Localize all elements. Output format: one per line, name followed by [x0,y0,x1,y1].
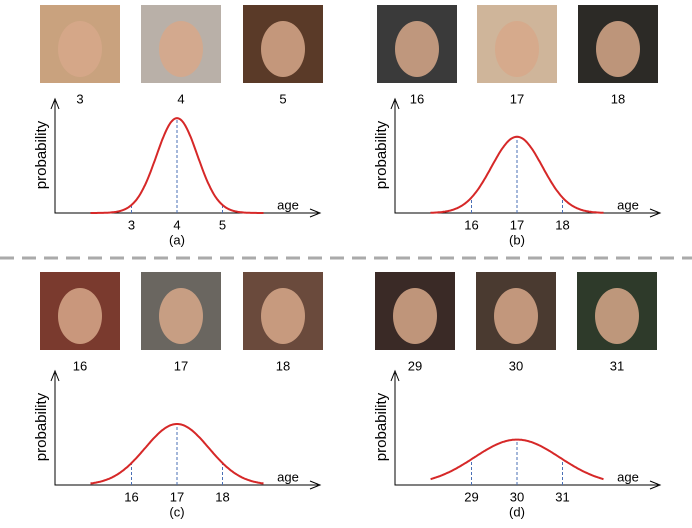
caption: (d) [509,504,525,519]
face [159,21,203,77]
axes [55,373,318,485]
axes [395,101,658,213]
face [596,21,640,77]
age-label: 16 [410,91,424,106]
age-label: 17 [174,358,188,373]
x-tick-label: 17 [170,489,184,504]
x-axis-label: age [617,469,639,484]
face [159,288,203,344]
x-axis-label: age [277,469,299,484]
caption: (c) [169,504,184,519]
axes [55,101,318,213]
x-tick-label: 29 [464,489,478,504]
page: {"panels": [ {"caption": "(a)", "faces":… [0,0,692,528]
x-tick-label: 17 [510,217,524,232]
age-label: 18 [611,91,625,106]
x-tick-label: 31 [555,489,569,504]
x-axis-label: age [277,197,299,212]
x-tick-label: 4 [173,217,180,232]
axes [395,373,658,485]
x-tick-label: 18 [555,217,569,232]
age-label: 4 [177,91,184,106]
x-tick-label: 3 [128,217,135,232]
x-axis-label: age [617,197,639,212]
x-tick-label: 16 [464,217,478,232]
face [495,21,539,77]
age-label: 29 [408,358,422,373]
x-tick-label: 18 [215,489,229,504]
caption: (b) [509,232,525,247]
face [395,21,439,77]
face [261,288,305,344]
figure: 3 4 5 3 4 5 age probability (a) 16 17 18 16 17 18 age pr… [0,0,692,523]
face [58,21,102,77]
y-axis-label: probability [33,392,50,461]
age-label: 16 [73,358,87,373]
y-axis-label: probability [373,120,390,189]
y-axis-label: probability [33,120,50,189]
face [494,288,538,344]
age-label: 30 [509,358,523,373]
face [261,21,305,77]
x-tick-label: 30 [510,489,524,504]
x-tick-label: 5 [219,217,226,232]
age-label: 31 [610,358,624,373]
face [58,288,102,344]
age-label: 3 [76,91,83,106]
face [595,288,639,344]
y-axis-label: probability [373,392,390,461]
caption: (a) [169,232,185,247]
x-tick-label: 16 [124,489,138,504]
age-label: 18 [276,358,290,373]
age-label: 17 [510,91,524,106]
face [393,288,437,344]
age-label: 5 [279,91,286,106]
